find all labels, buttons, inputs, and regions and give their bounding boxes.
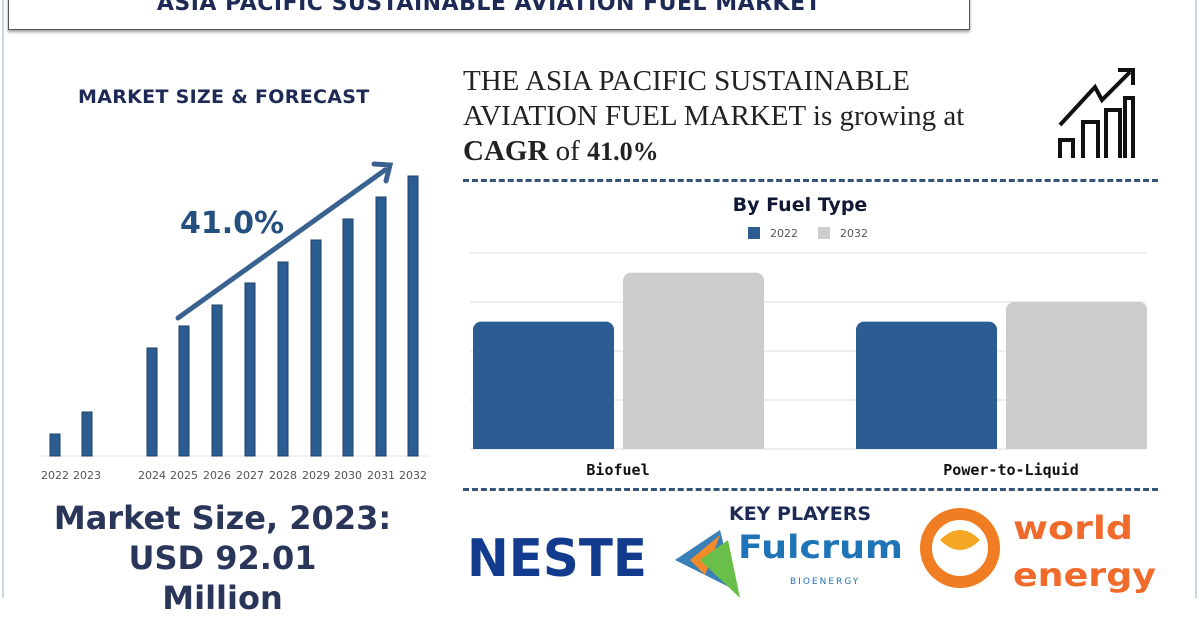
legend-swatch-2032 bbox=[818, 227, 830, 239]
frame bbox=[2, 0, 1197, 598]
headline-line2b: is growing at bbox=[805, 100, 965, 132]
growth-arrow bbox=[175, 161, 394, 321]
x-tick-label: 2026 bbox=[203, 469, 231, 482]
bar-base bbox=[623, 439, 764, 449]
title-banner: ASIA PACIFIC SUSTAINABLE AVIATION FUEL M… bbox=[8, 0, 970, 30]
bar-2029 bbox=[310, 239, 322, 457]
bar-base bbox=[1006, 439, 1147, 449]
charts-svg: 2022 2023 2024 2025 2026 2027 2028 2029 2030 2031… bbox=[40, 68, 1147, 482]
bar-Biofuel-2032 bbox=[623, 272, 764, 449]
bar-base bbox=[473, 439, 614, 449]
cagr-value: 41.0% bbox=[587, 137, 659, 166]
fulcrum-logo: Fulcrum BIOENERGY bbox=[675, 528, 903, 598]
bar-Biofuel-2022 bbox=[473, 321, 614, 449]
divider bbox=[463, 179, 1158, 182]
neste-logo: NESTE bbox=[467, 529, 647, 589]
fuel-chart-title: By Fuel Type bbox=[733, 194, 868, 216]
world-energy-logo: world energy bbox=[920, 508, 1156, 594]
key-players-title: KEY PLAYERS bbox=[728, 503, 872, 525]
bar-2023 bbox=[81, 411, 93, 457]
bar-2025 bbox=[178, 325, 190, 457]
bar-2022 bbox=[49, 433, 61, 457]
legend-label: 2022 bbox=[770, 227, 798, 240]
x-tick-label: 2029 bbox=[302, 469, 330, 482]
bar-2032 bbox=[407, 175, 419, 457]
bar-2030 bbox=[342, 218, 354, 457]
svg-text:Fulcrum: Fulcrum bbox=[738, 528, 903, 566]
x-tick-label: 2025 bbox=[170, 469, 198, 482]
svg-text:energy: energy bbox=[1013, 556, 1156, 594]
divider bbox=[463, 488, 1158, 491]
of-word: of bbox=[548, 135, 588, 167]
bar-base bbox=[856, 439, 997, 449]
category-label: Power-to-Liquid bbox=[943, 461, 1078, 479]
x-tick-label: 2023 bbox=[73, 469, 101, 482]
legend-swatch-2022 bbox=[748, 227, 760, 239]
x-tick-label: 2031 bbox=[367, 469, 395, 482]
market-size-value: USD 92.01 bbox=[128, 539, 317, 577]
bar-2027 bbox=[244, 282, 256, 457]
bar-2024 bbox=[146, 347, 158, 457]
logos-svg: NESTE Fulcrum BIOENERGY world energy bbox=[467, 508, 1156, 598]
cagr-annotation: 41.0% bbox=[180, 206, 284, 241]
x-tick-label: 2024 bbox=[138, 469, 166, 482]
cagr-headline: THE ASIA PACIFIC SUSTAINABLE AVIATION FU… bbox=[463, 64, 964, 169]
x-tick-label: 2022 bbox=[41, 469, 69, 482]
x-tick-label: 2032 bbox=[399, 469, 427, 482]
svg-text:BIOENERGY: BIOENERGY bbox=[790, 577, 860, 587]
cagr-word: CAGR bbox=[463, 135, 549, 167]
bar-Power-to-Liquid-2022 bbox=[856, 321, 997, 449]
x-tick-label: 2027 bbox=[236, 469, 264, 482]
market-size-label: Market Size, 2023: bbox=[53, 499, 392, 537]
legend-label: 2032 bbox=[840, 227, 868, 240]
bar-2028 bbox=[277, 261, 289, 457]
page-title: ASIA PACIFIC SUSTAINABLE AVIATION FUEL M… bbox=[156, 0, 822, 16]
bar-Power-to-Liquid-2032 bbox=[1006, 302, 1147, 449]
section-title-market-size: MARKET SIZE & FORECAST bbox=[78, 86, 370, 108]
category-label: Biofuel bbox=[586, 461, 649, 479]
svg-text:world: world bbox=[1013, 509, 1133, 547]
market-forecast-chart: 2022 2023 2024 2025 2026 2027 2028 2029 2030 2031… bbox=[40, 175, 428, 482]
bar-2026 bbox=[211, 304, 223, 457]
headline-line2a: AVIATION FUEL MARKET bbox=[463, 100, 806, 132]
bar-2031 bbox=[375, 196, 387, 457]
growth-chart-icon bbox=[1058, 68, 1135, 158]
x-tick-label: 2030 bbox=[334, 469, 362, 482]
x-tick-label: 2028 bbox=[269, 469, 297, 482]
headline-line1: THE ASIA PACIFIC SUSTAINABLE bbox=[463, 65, 910, 97]
fuel-type-chart: Biofuel Power-to-Liquid 2022 2032 bbox=[470, 227, 1147, 479]
